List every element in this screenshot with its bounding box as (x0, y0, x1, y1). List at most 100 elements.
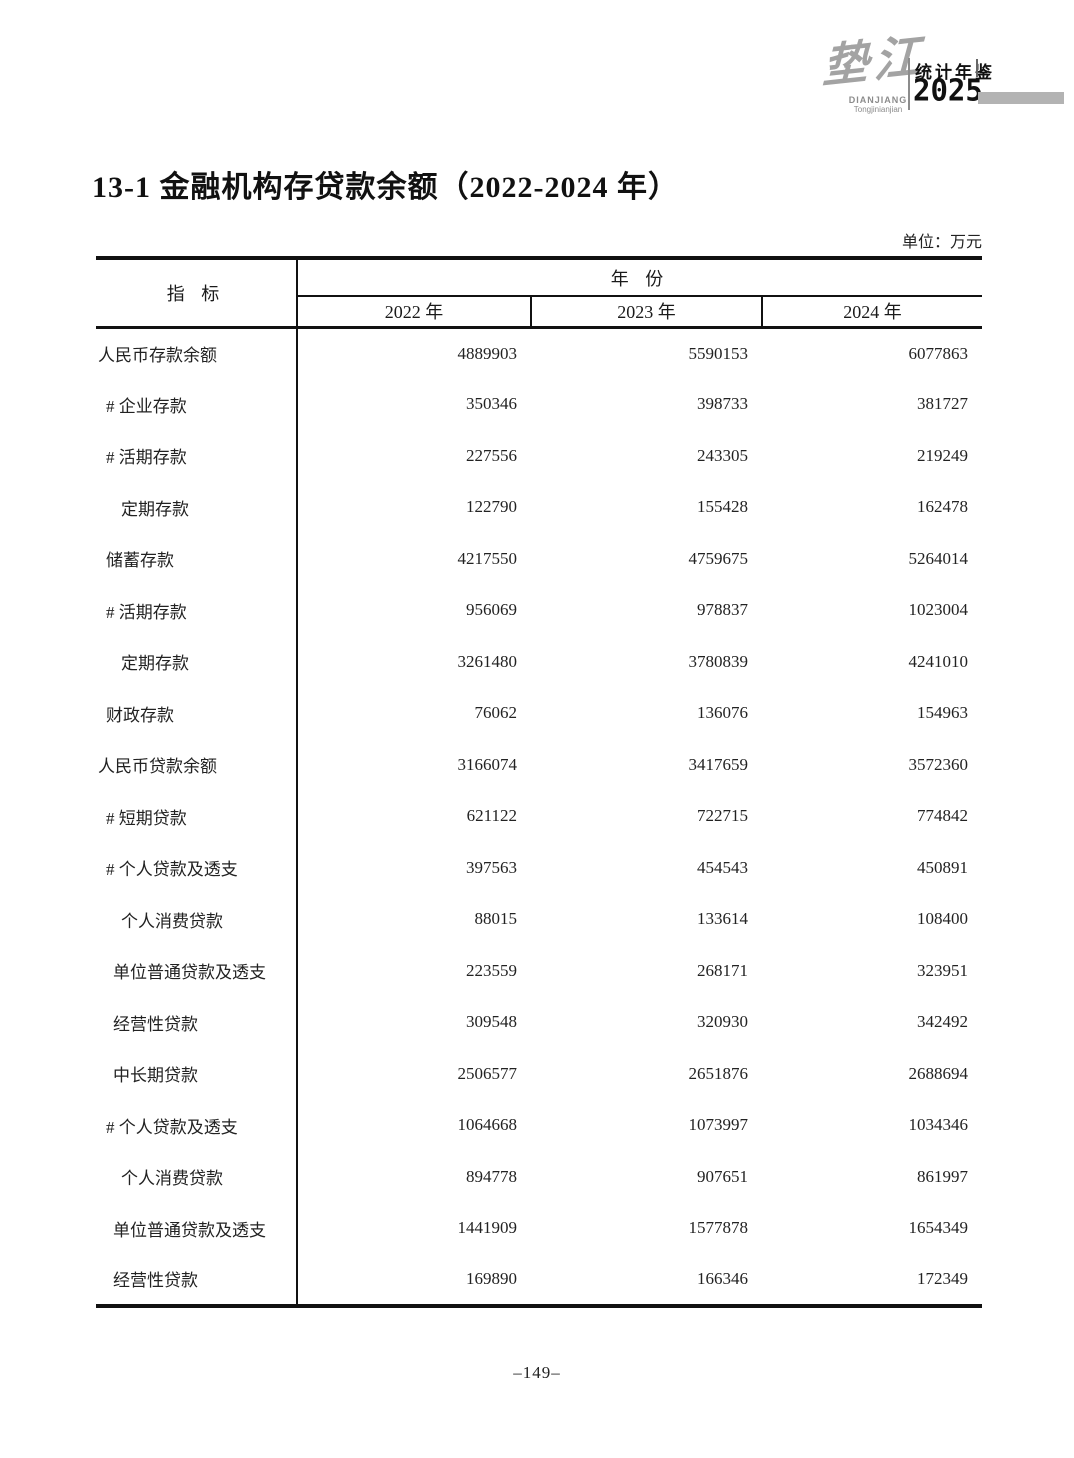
cell-value: 166346 (697, 1268, 748, 1288)
cell-value: 1654349 (908, 1218, 969, 1238)
row-label: 个人消费贷款 (96, 893, 298, 945)
cell-value: 894778 (466, 1166, 517, 1186)
table-row: # 企业存款 350346 398733 381727 (96, 378, 982, 430)
table-row: 个人消费贷款 88015 133614 108400 (96, 893, 982, 945)
column-header-2023: 2023 年 (530, 296, 762, 329)
cell-value: 3417659 (688, 754, 749, 774)
cell-value: 108400 (917, 909, 969, 929)
table-row: 人民币存款余额 4889903 5590153 6077863 (96, 327, 982, 379)
cell-value: 88015 (474, 909, 518, 929)
row-label: # 企业存款 (96, 378, 298, 430)
table-row: # 短期贷款 621122 722715 774842 (96, 790, 982, 842)
cell-value: 2688694 (908, 1063, 969, 1083)
cell-value: 956069 (466, 600, 517, 620)
cell-value: 1441909 (457, 1218, 518, 1238)
yearbook-year: 2025 (913, 72, 983, 108)
cell-value: 136076 (697, 703, 748, 723)
cell-value: 323951 (917, 960, 969, 980)
cell-value: 722715 (697, 806, 748, 826)
cell-value: 155428 (697, 497, 748, 517)
brand-english: DIANJIANG Tongjinianjian (846, 95, 910, 115)
brand-calligraphy: 垫江 (821, 28, 927, 94)
cell-value: 6077863 (908, 343, 969, 363)
row-label: # 活期存款 (96, 430, 298, 482)
logo-divider-line (908, 58, 910, 110)
decorative-gray-bar (978, 92, 1064, 104)
cell-value: 774842 (917, 806, 969, 826)
cell-value: 3166074 (457, 754, 518, 774)
statistics-table: 指 标 年 份 2022 年 2023 年 2024 年 人民币存款余额 4889… (96, 256, 983, 1308)
table-row: 定期存款 122790 155428 162478 (96, 481, 982, 533)
table-row: 中长期贷款 2506577 2651876 2688694 (96, 1048, 982, 1100)
row-label: # 个人贷款及透支 (96, 842, 298, 894)
yearbook-label: 统计年鉴 (915, 63, 995, 83)
cell-value: 907651 (697, 1166, 748, 1186)
cell-value: 320930 (697, 1012, 748, 1032)
row-label: 人民币贷款余额 (96, 739, 298, 791)
cell-value: 227556 (466, 445, 517, 465)
cell-value: 1577878 (688, 1218, 749, 1238)
table-row: 个人消费贷款 894778 907651 861997 (96, 1151, 982, 1203)
cell-value: 172349 (917, 1268, 969, 1288)
row-label: 个人消费贷款 (96, 1151, 298, 1203)
brand-name-en: DIANJIANG (848, 95, 908, 105)
cell-value: 2651876 (688, 1063, 749, 1083)
table-header: 指 标 年 份 2022 年 2023 年 2024 年 (96, 258, 983, 329)
cell-value: 1064668 (457, 1115, 518, 1135)
cell-value: 398733 (697, 394, 748, 414)
cell-value: 3780839 (688, 651, 749, 671)
row-label: 储蓄存款 (96, 533, 298, 585)
cell-value: 342492 (917, 1012, 969, 1032)
table-row: 单位普通贷款及透支 1441909 1577878 1654349 (96, 1202, 982, 1254)
cell-value: 1034346 (908, 1115, 969, 1135)
cell-value: 978837 (697, 600, 748, 620)
row-label: 中长期贷款 (96, 1048, 298, 1100)
table-row: # 活期存款 956069 978837 1023004 (96, 584, 982, 636)
table-body: 人民币存款余额 4889903 5590153 6077863 # 企业存款 350346… (96, 327, 982, 1306)
page-number: –149– (513, 1363, 561, 1382)
cell-value: 162478 (917, 497, 969, 517)
table-row: 单位普通贷款及透支 223559 268171 323951 (96, 945, 982, 997)
row-label: 经营性贷款 (96, 996, 298, 1048)
column-header-2024: 2024 年 (760, 296, 983, 329)
yearbook-logo: 垫江 DIANJIANG Tongjinianjian 统计年鉴 2025 (818, 28, 1074, 116)
cell-value: 450891 (917, 857, 969, 877)
cell-value: 309548 (466, 1012, 517, 1032)
cell-value: 1023004 (908, 600, 969, 620)
stub-header: 指 标 (96, 258, 298, 329)
table-row: 财政存款 76062 136076 154963 (96, 687, 982, 739)
row-label: 单位普通贷款及透支 (96, 945, 298, 997)
row-label: 经营性贷款 (96, 1254, 298, 1306)
cell-value: 861997 (917, 1166, 969, 1186)
table-row: 经营性贷款 169890 166346 172349 (96, 1254, 982, 1306)
page-title: 13-1 金融机构存贷款余额（2022-2024 年） (92, 171, 679, 204)
cell-value: 3261480 (457, 651, 518, 671)
yearbook-label-divider (976, 59, 978, 77)
table-row: 定期存款 3261480 3780839 4241010 (96, 636, 982, 688)
cell-value: 3572360 (908, 754, 969, 774)
row-label: # 短期贷款 (96, 790, 298, 842)
cell-value: 154963 (917, 703, 969, 723)
cell-value: 350346 (466, 394, 517, 414)
table-row: 储蓄存款 4217550 4759675 5264014 (96, 533, 982, 585)
cell-value: 381727 (917, 394, 969, 414)
cell-value: 223559 (466, 960, 517, 980)
cell-value: 169890 (466, 1268, 517, 1288)
table-row: # 个人贷款及透支 1064668 1073997 1034346 (96, 1099, 982, 1151)
cell-value: 454543 (697, 857, 748, 877)
table-row: # 活期存款 227556 243305 219249 (96, 430, 982, 482)
cell-value: 243305 (697, 445, 748, 465)
row-label: 财政存款 (96, 687, 298, 739)
row-label: 单位普通贷款及透支 (96, 1202, 298, 1254)
row-label: 定期存款 (96, 636, 298, 688)
cell-value: 219249 (917, 445, 969, 465)
cell-value: 5590153 (688, 343, 749, 363)
table-row: # 个人贷款及透支 397563 454543 450891 (96, 842, 982, 894)
cell-value: 4241010 (908, 651, 969, 671)
row-label: 人民币存款余额 (96, 327, 298, 379)
cell-value: 621122 (466, 806, 517, 826)
unit-label: 单位：万元 (901, 234, 982, 251)
cell-value: 5264014 (908, 548, 969, 568)
cell-value: 133614 (697, 909, 748, 929)
